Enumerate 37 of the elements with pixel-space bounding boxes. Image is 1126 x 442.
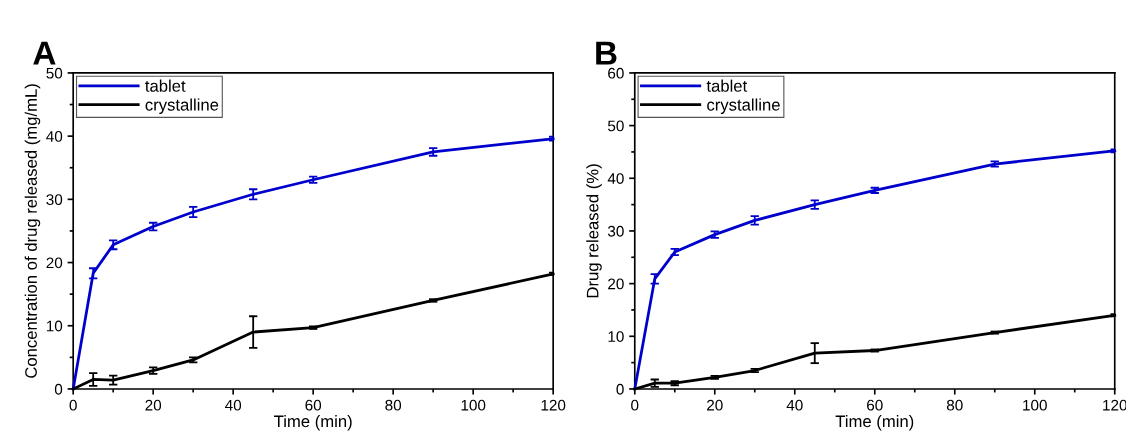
legend-label: tablet xyxy=(145,79,186,92)
y-tick-label: 20 xyxy=(46,257,63,269)
y-tick-label: 40 xyxy=(607,173,624,184)
x-tick-label: 120 xyxy=(1103,399,1126,411)
legend-label: tablet xyxy=(706,79,748,92)
x-tick-label: 80 xyxy=(385,399,402,411)
x-tick-label: 20 xyxy=(145,399,162,411)
y-tick-label: 60 xyxy=(608,67,624,79)
x-tick-label: 0 xyxy=(69,399,77,411)
x-tick-label: 60 xyxy=(305,399,322,411)
y-tick-label: 0 xyxy=(54,383,63,395)
legend-label: crystalline xyxy=(145,98,219,114)
x-tick-label: 80 xyxy=(946,399,963,411)
chart-title: A xyxy=(33,41,56,65)
y-tick-label: 40 xyxy=(46,131,63,142)
y-tick-label: 20 xyxy=(608,278,624,290)
x-axis-title: Time (min) xyxy=(835,415,914,431)
y-axis-title: Concentration of drug released (mg/mL) xyxy=(24,84,41,378)
legend-label: crystalline xyxy=(707,98,780,114)
x-tick-label: 0 xyxy=(631,399,639,411)
x-axis-title: Time (min) xyxy=(274,415,352,431)
x-tick-label: 100 xyxy=(461,399,486,411)
x-tick-label: 60 xyxy=(867,399,883,411)
y-tick-label: 10 xyxy=(608,331,624,342)
y-tick-label: 30 xyxy=(46,194,63,206)
chart-title: B xyxy=(596,41,617,65)
x-tick-label: 100 xyxy=(1023,399,1047,411)
x-tick-label: 20 xyxy=(707,399,723,411)
y-tick-label: 50 xyxy=(46,67,63,79)
y-tick-label: 10 xyxy=(46,320,63,332)
x-tick-label: 40 xyxy=(786,399,803,411)
y-tick-label: 0 xyxy=(616,383,624,395)
x-tick-label: 120 xyxy=(541,399,566,411)
y-axis-title: Drug released (%) xyxy=(586,164,602,298)
x-tick-label: 40 xyxy=(225,399,242,411)
y-tick-label: 30 xyxy=(607,225,624,237)
y-tick-label: 50 xyxy=(607,120,624,132)
